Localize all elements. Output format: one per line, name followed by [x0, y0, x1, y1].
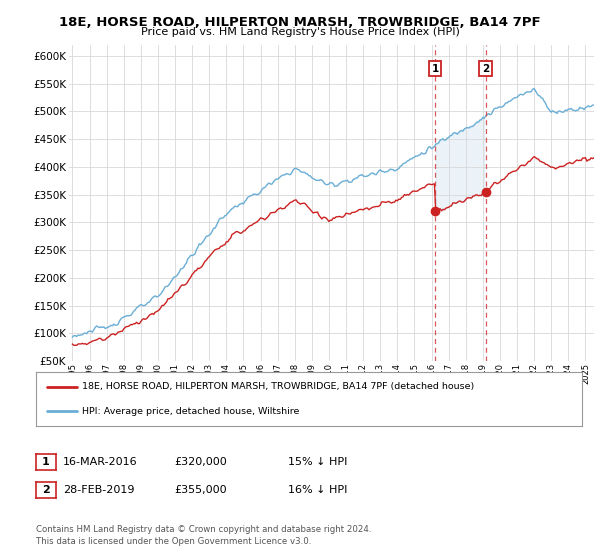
Text: 2: 2 — [482, 64, 489, 74]
Text: 1: 1 — [431, 64, 439, 74]
Text: 1: 1 — [42, 457, 50, 467]
Text: Price paid vs. HM Land Registry's House Price Index (HPI): Price paid vs. HM Land Registry's House … — [140, 27, 460, 37]
Text: 15% ↓ HPI: 15% ↓ HPI — [288, 457, 347, 467]
Text: Contains HM Land Registry data © Crown copyright and database right 2024.
This d: Contains HM Land Registry data © Crown c… — [36, 525, 371, 546]
Text: 28-FEB-2019: 28-FEB-2019 — [63, 485, 134, 495]
Text: 2: 2 — [42, 485, 50, 495]
Text: HPI: Average price, detached house, Wiltshire: HPI: Average price, detached house, Wilt… — [82, 407, 300, 416]
Text: 16-MAR-2016: 16-MAR-2016 — [63, 457, 137, 467]
Text: 16% ↓ HPI: 16% ↓ HPI — [288, 485, 347, 495]
Text: £320,000: £320,000 — [174, 457, 227, 467]
Text: £355,000: £355,000 — [174, 485, 227, 495]
Text: 18E, HORSE ROAD, HILPERTON MARSH, TROWBRIDGE, BA14 7PF (detached house): 18E, HORSE ROAD, HILPERTON MARSH, TROWBR… — [82, 382, 475, 391]
Text: 18E, HORSE ROAD, HILPERTON MARSH, TROWBRIDGE, BA14 7PF: 18E, HORSE ROAD, HILPERTON MARSH, TROWBR… — [59, 16, 541, 29]
